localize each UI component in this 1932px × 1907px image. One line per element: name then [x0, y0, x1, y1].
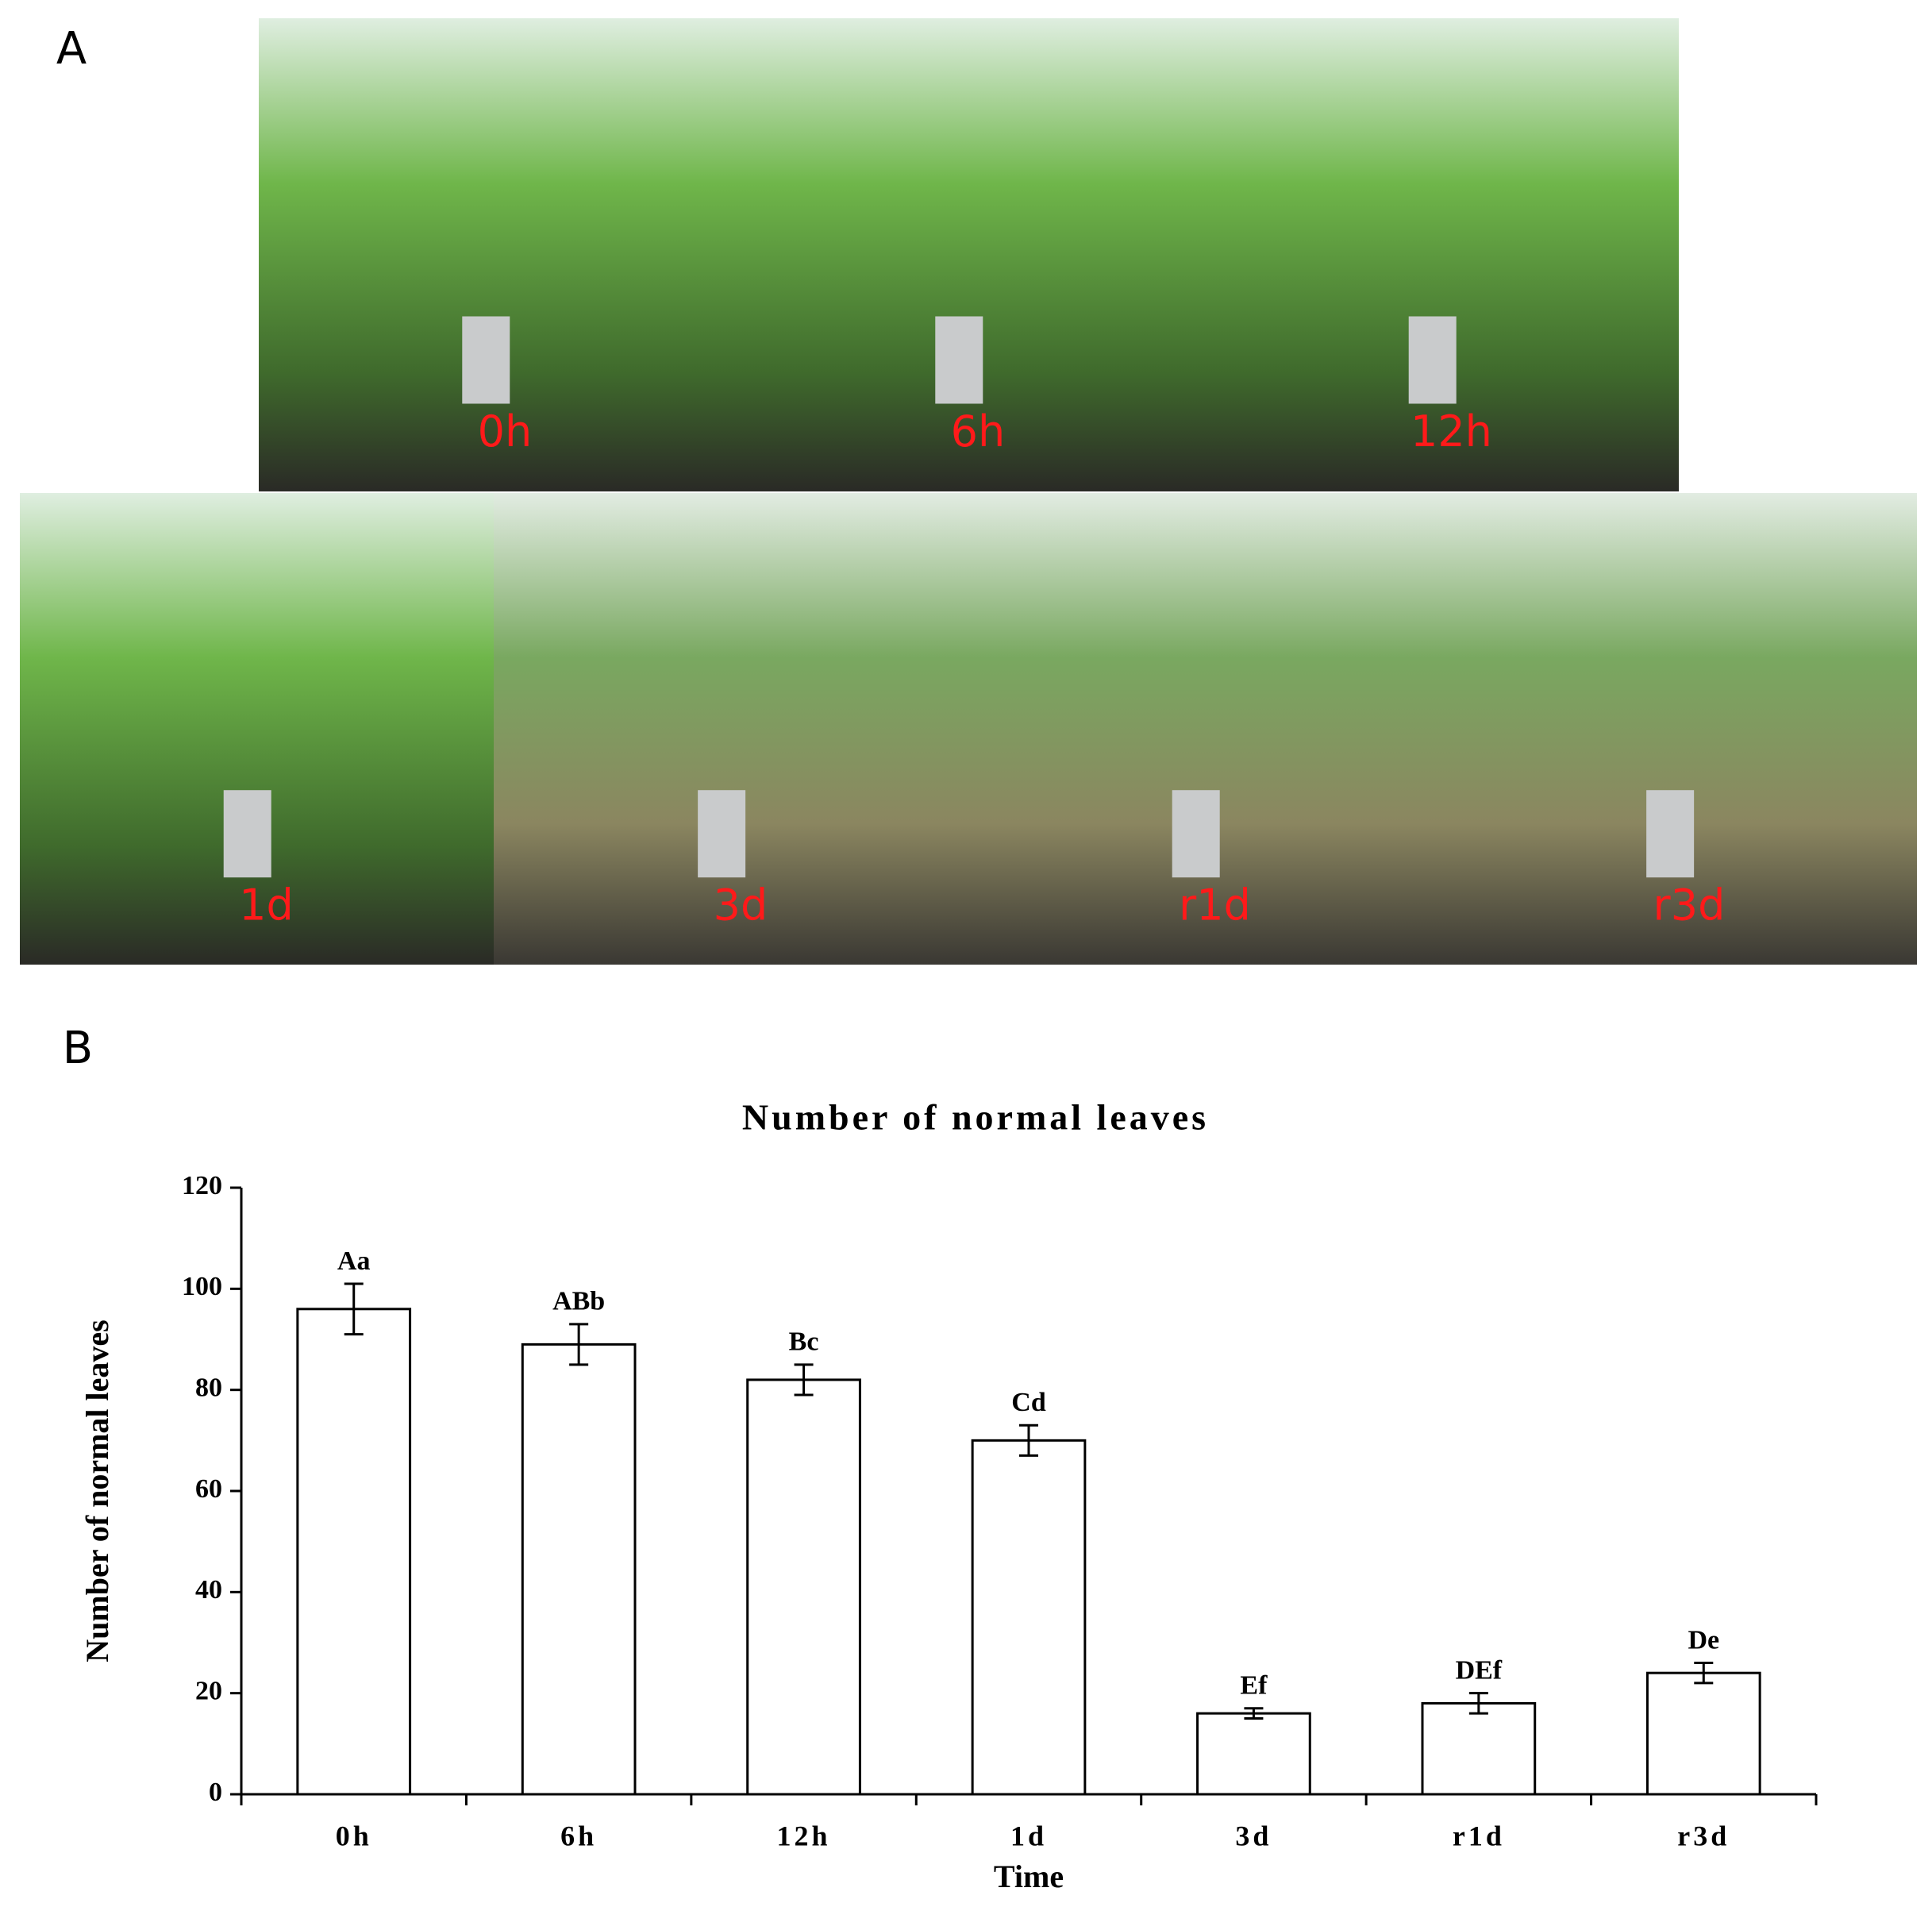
x-tick-label: r1d — [1453, 1820, 1505, 1851]
y-tick-label: 60 — [195, 1474, 222, 1504]
y-tick-label: 0 — [209, 1778, 222, 1807]
panel-label: A — [56, 23, 87, 75]
y-axis-label: Number of normal leaves — [79, 1319, 115, 1662]
bar — [1645, 1671, 1761, 1796]
photo-label: 0h — [478, 406, 533, 457]
value-label: Ef — [1240, 1671, 1268, 1701]
value-label: ABb — [552, 1287, 605, 1316]
photo-tag — [223, 790, 271, 878]
photo-tag — [698, 790, 746, 878]
photo-tag — [462, 316, 510, 404]
photo-label: 3d — [714, 880, 768, 930]
y-tick-label: 20 — [195, 1676, 222, 1705]
photo — [732, 18, 1205, 491]
photo — [259, 18, 732, 491]
value-label: De — [1688, 1625, 1719, 1655]
panel-label: B — [63, 1023, 93, 1074]
bar — [1196, 1712, 1311, 1796]
x-tick-label: 3d — [1235, 1820, 1272, 1851]
value-label: DEf — [1456, 1655, 1503, 1685]
y-tick-label: 100 — [182, 1272, 222, 1301]
value-label: Aa — [337, 1246, 371, 1276]
photo-tag — [1646, 790, 1695, 878]
photo — [20, 493, 494, 965]
error-bar — [1244, 1707, 1264, 1720]
error-bar — [1019, 1424, 1038, 1457]
photo-tag — [1172, 790, 1220, 878]
bar — [971, 1439, 1087, 1796]
error-bar — [794, 1363, 814, 1397]
y-tick-label: 40 — [195, 1575, 222, 1605]
bar — [1421, 1701, 1537, 1796]
error-bar — [1468, 1692, 1488, 1715]
photo — [1205, 18, 1679, 491]
value-label: Bc — [789, 1327, 819, 1357]
photo-label: 1d — [239, 880, 294, 930]
photo-label: r1d — [1179, 880, 1251, 930]
photo-label: 6h — [951, 406, 1006, 457]
bar — [521, 1343, 637, 1796]
error-bar — [1694, 1661, 1714, 1685]
photo — [494, 493, 968, 965]
x-tick-label: r3d — [1677, 1820, 1730, 1851]
bar — [746, 1378, 861, 1796]
error-bar — [344, 1282, 364, 1336]
error-bar — [569, 1323, 589, 1366]
photo-tag — [1408, 316, 1457, 404]
photo-label: r3d — [1653, 880, 1726, 930]
photo — [968, 493, 1442, 965]
bar — [296, 1308, 412, 1796]
x-tick-label: 6h — [560, 1820, 597, 1851]
photo — [1442, 493, 1917, 965]
photo-tag — [935, 316, 983, 404]
x-tick-label: 12h — [777, 1820, 831, 1851]
y-tick-label: 120 — [182, 1171, 222, 1200]
photo-label: 12h — [1411, 406, 1492, 457]
chart-title: Number of normal leaves — [742, 1097, 1209, 1138]
value-label: Cd — [1011, 1388, 1046, 1417]
x-tick-label: 0h — [336, 1820, 372, 1851]
x-tick-label: 1d — [1010, 1820, 1047, 1851]
y-tick-label: 80 — [195, 1373, 222, 1402]
x-axis-label: Time — [994, 1859, 1064, 1894]
